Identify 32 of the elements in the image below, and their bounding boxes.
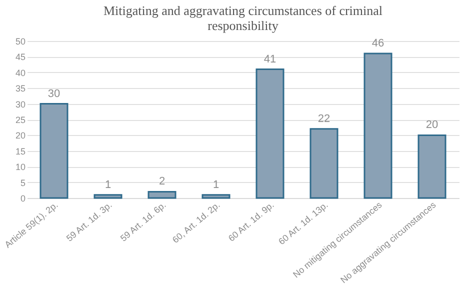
data-label: 1: [104, 178, 112, 191]
y-tick-label: 35: [15, 84, 26, 94]
data-label: 22: [318, 112, 330, 125]
chart-title: Mitigating and aggravating circumstances of criminal responsibility: [103, 3, 383, 33]
data-label: 41: [264, 53, 276, 66]
y-tick-label: 0: [20, 194, 26, 204]
bar: [364, 52, 392, 199]
y-tick-label: 20: [15, 130, 26, 141]
y-tick-label: 45: [15, 52, 26, 62]
y-tick-label: 10: [15, 162, 26, 172]
data-label: 46: [372, 38, 384, 50]
x-tick-label: 60, Art. 1d. 2p.: [170, 200, 222, 246]
x-tick-label: 60 Art. 1d. 9p.: [226, 200, 276, 244]
y-tick-label: 50: [15, 36, 26, 46]
bar: [202, 194, 230, 199]
data-label: 2: [158, 176, 166, 188]
data-label: 20: [426, 119, 438, 132]
bar: [40, 103, 68, 199]
bar: [418, 134, 446, 199]
y-tick-label: 25: [15, 115, 26, 125]
y-tick-label: 15: [15, 146, 26, 156]
y-tick-label: 40: [15, 68, 26, 78]
x-tick-label: 59 Art. 1d. 6p.: [118, 200, 168, 244]
y-tick-label: 5: [20, 178, 26, 188]
bar: [256, 68, 284, 199]
data-label: 30: [48, 88, 60, 100]
y-tick-label: 30: [15, 99, 26, 110]
bar: [94, 194, 122, 199]
x-tick-label: 59 Art. 1d. 3p.: [64, 200, 114, 244]
data-label: 1: [212, 178, 220, 191]
bar: [310, 128, 338, 199]
bar: [148, 190, 176, 199]
